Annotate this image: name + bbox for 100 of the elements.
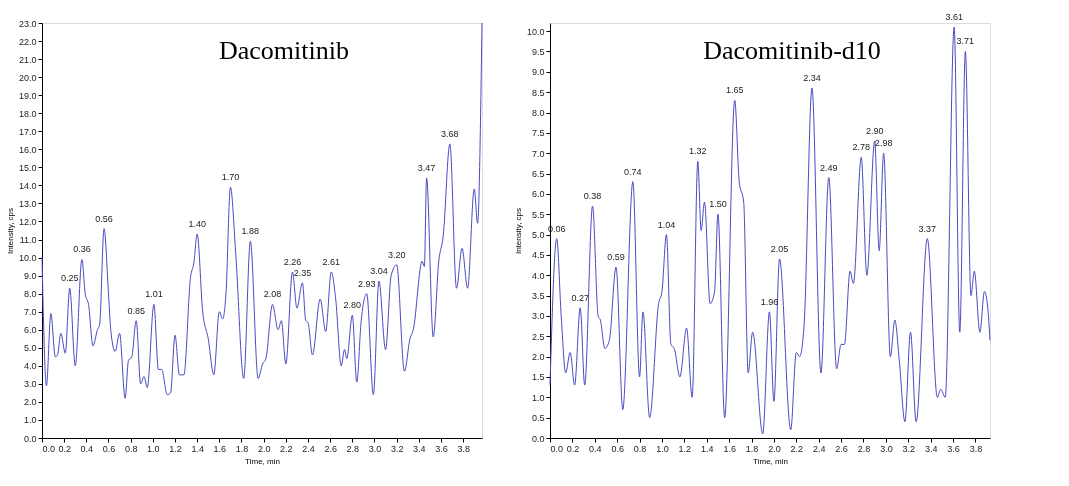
y-tick-label: 8.0 (531, 108, 545, 119)
annotation: 1.50 (709, 199, 727, 210)
y-tick-label: 23.0 (18, 18, 37, 29)
y-tick-label: 2.5 (531, 331, 545, 342)
annotation: 3.20 (387, 249, 406, 260)
x-tick-label: 3.6 (435, 443, 448, 454)
annotation: 2.05 (770, 243, 789, 254)
annotation: 2.61 (322, 257, 341, 267)
x-tick-label: 2.0 (768, 443, 781, 454)
annotation: 3.71 (956, 36, 975, 47)
line-series (549, 26, 991, 435)
annotation: 0.38 (583, 191, 602, 202)
x-tick-label: 1.8 (745, 443, 759, 454)
x-axis-title: Time, min (753, 456, 788, 466)
x-tick-label: 2.6 (835, 443, 848, 454)
y-tick-label: 5.0 (23, 343, 37, 354)
x-tick-label: 3.0 (368, 443, 382, 454)
annotation: 1.40 (188, 219, 206, 230)
y-tick-label: 21.0 (18, 54, 37, 65)
text: Dacomitinib (219, 36, 349, 65)
x-tick-label: 2.4 (302, 443, 315, 454)
x-tick-label: 1.6 (213, 443, 227, 454)
y-tick-label: 13.0 (18, 198, 37, 209)
y-tick-label: 11.0 (19, 235, 37, 246)
y-tick-label: 4.0 (23, 361, 37, 372)
x-tick-label: 0.6 (102, 443, 116, 454)
y-tick-label: 22.0 (18, 36, 37, 47)
x-tick-label: 1.2 (169, 443, 182, 454)
x-tick-label: 3.2 (390, 443, 404, 454)
x-tick-label: 1.2 (678, 443, 692, 454)
y-tick-label: 4.0 (531, 270, 545, 281)
x-tick-label: 1.4 (700, 443, 714, 454)
y-tick-label: 0.0 (23, 433, 37, 444)
y-axis-title: Intensity, cps (5, 207, 15, 255)
annotation: 0.59 (607, 252, 625, 263)
annotation: 1.01 (145, 289, 163, 300)
y-tick-label: 5.5 (531, 209, 545, 220)
annotation: 1.70 (221, 172, 240, 183)
y-tick-label: 2.0 (531, 352, 545, 363)
annotation: 1.04 (657, 219, 676, 230)
x-tick-label: 0.4 (589, 443, 602, 454)
y-tick-label: 6.0 (23, 325, 37, 336)
annotation: 2.93 (357, 278, 376, 289)
annotation: 2.26 (283, 257, 302, 267)
x-tick-label: 2.8 (857, 443, 871, 454)
x-tick-label: 2.6 (324, 443, 337, 454)
y-tick-label: 15.0 (18, 162, 37, 173)
y-tick-label: 10.0 (18, 253, 37, 264)
y-tick-label: 14.0 (18, 180, 37, 191)
annotation: 2.34 (803, 73, 821, 84)
x-tick-label: 0.2 (566, 443, 580, 454)
annotation: 3.61 (945, 12, 963, 23)
line-series (41, 22, 483, 399)
annotation: 2.49 (820, 162, 838, 173)
x-tick-label: 3.0 (880, 443, 893, 454)
y-axis-title: Intensity, cps (513, 207, 523, 255)
annotation: 1.32 (689, 146, 707, 157)
y-tick-label: 1.0 (531, 392, 545, 403)
annotation: 3.47 (417, 163, 436, 174)
x-tick-label: 1.0 (147, 443, 160, 454)
annotation: 2.78 (852, 142, 871, 153)
annotation: 0.74 (624, 166, 642, 177)
annotation: 0.36 (73, 244, 91, 255)
y-tick-label: 4.5 (531, 250, 545, 261)
y-tick-label: 17.0 (18, 126, 37, 137)
annotation: 2.90 (865, 125, 884, 136)
annotation: 1.88 (241, 226, 260, 237)
text: Dacomitinib-d10 (703, 36, 881, 65)
x-tick-label: 0.0 (550, 443, 564, 454)
annotation: 3.37 (918, 223, 937, 234)
x-tick-label: 0.4 (80, 443, 94, 454)
x-tick-label: 3.4 (413, 443, 426, 454)
x-tick-label: 3.8 (969, 443, 983, 454)
x-tick-label: 2.2 (790, 443, 804, 454)
y-tick-label: 12.0 (18, 216, 37, 227)
annotation: 3.68 (441, 128, 459, 139)
y-tick-label: 2.0 (23, 397, 37, 408)
x-tick-label: 1.8 (235, 443, 249, 454)
annotation: 3.04 (370, 266, 388, 277)
y-tick-label: 6.0 (531, 189, 545, 200)
x-tick-label: 0.0 (42, 443, 56, 454)
annotation: 0.56 (95, 213, 113, 224)
y-tick-label: 1.0 (23, 415, 37, 426)
y-tick-label: 19.0 (18, 90, 37, 101)
y-tick-label: 0.5 (531, 413, 545, 424)
annotation: 0.25 (60, 273, 79, 284)
y-tick-label: 3.0 (23, 379, 37, 390)
annotation: 0.85 (127, 305, 145, 316)
x-tick-label: 0.8 (633, 443, 647, 454)
annotation: 2.08 (263, 289, 282, 300)
y-tick-label: 8.0 (23, 289, 37, 300)
x-tick-label: 2.4 (812, 443, 826, 454)
y-tick-label: 5.0 (531, 230, 545, 241)
y-tick-label: 9.0 (23, 271, 37, 282)
annotation: 2.80 (343, 300, 362, 311)
x-tick-label: 3.6 (947, 443, 960, 454)
y-tick-label: 0.0 (531, 433, 545, 444)
x-tick-label: 0.6 (611, 443, 624, 454)
annotation: 1.65 (725, 85, 744, 96)
y-tick-label: 6.5 (531, 169, 545, 180)
